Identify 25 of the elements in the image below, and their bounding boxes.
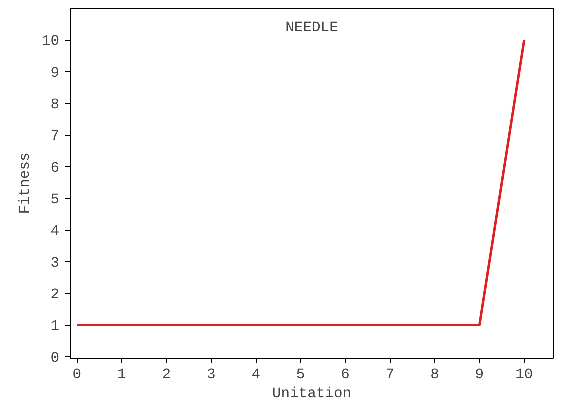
- x-axis-title: Unitation: [272, 386, 352, 402]
- x-tick-label: 3: [206, 368, 216, 384]
- x-tick-label: 2: [162, 368, 172, 384]
- y-tick-label: 1: [50, 319, 60, 336]
- y-tick-label: 7: [50, 129, 60, 146]
- y-tick-label: 8: [50, 98, 60, 114]
- x-tick-label: 1: [118, 368, 127, 384]
- y-tick-label: 9: [50, 66, 60, 82]
- text: NEEDLE: [286, 20, 339, 36]
- x-tick-label: 10: [516, 368, 534, 384]
- y-tick-label: 0: [50, 350, 60, 367]
- y-tick-label: 2: [50, 288, 60, 304]
- x-tick-label: 9: [475, 368, 484, 384]
- y-tick-label: 3: [50, 256, 60, 272]
- x-tick-label: 6: [341, 368, 350, 384]
- y-tick-label: 10: [42, 34, 60, 50]
- x-tick-label: 5: [296, 368, 306, 384]
- y-tick-label: 5: [50, 192, 60, 209]
- x-tick-label: 0: [72, 368, 82, 384]
- y-axis-title: Fitness: [18, 152, 34, 214]
- x-tick-label: 7: [386, 368, 395, 384]
- y-tick-label: 4: [50, 224, 60, 240]
- x-tick-label: 8: [430, 368, 440, 384]
- y-tick-label: 6: [50, 160, 60, 177]
- x-tick-label: 4: [252, 368, 261, 384]
